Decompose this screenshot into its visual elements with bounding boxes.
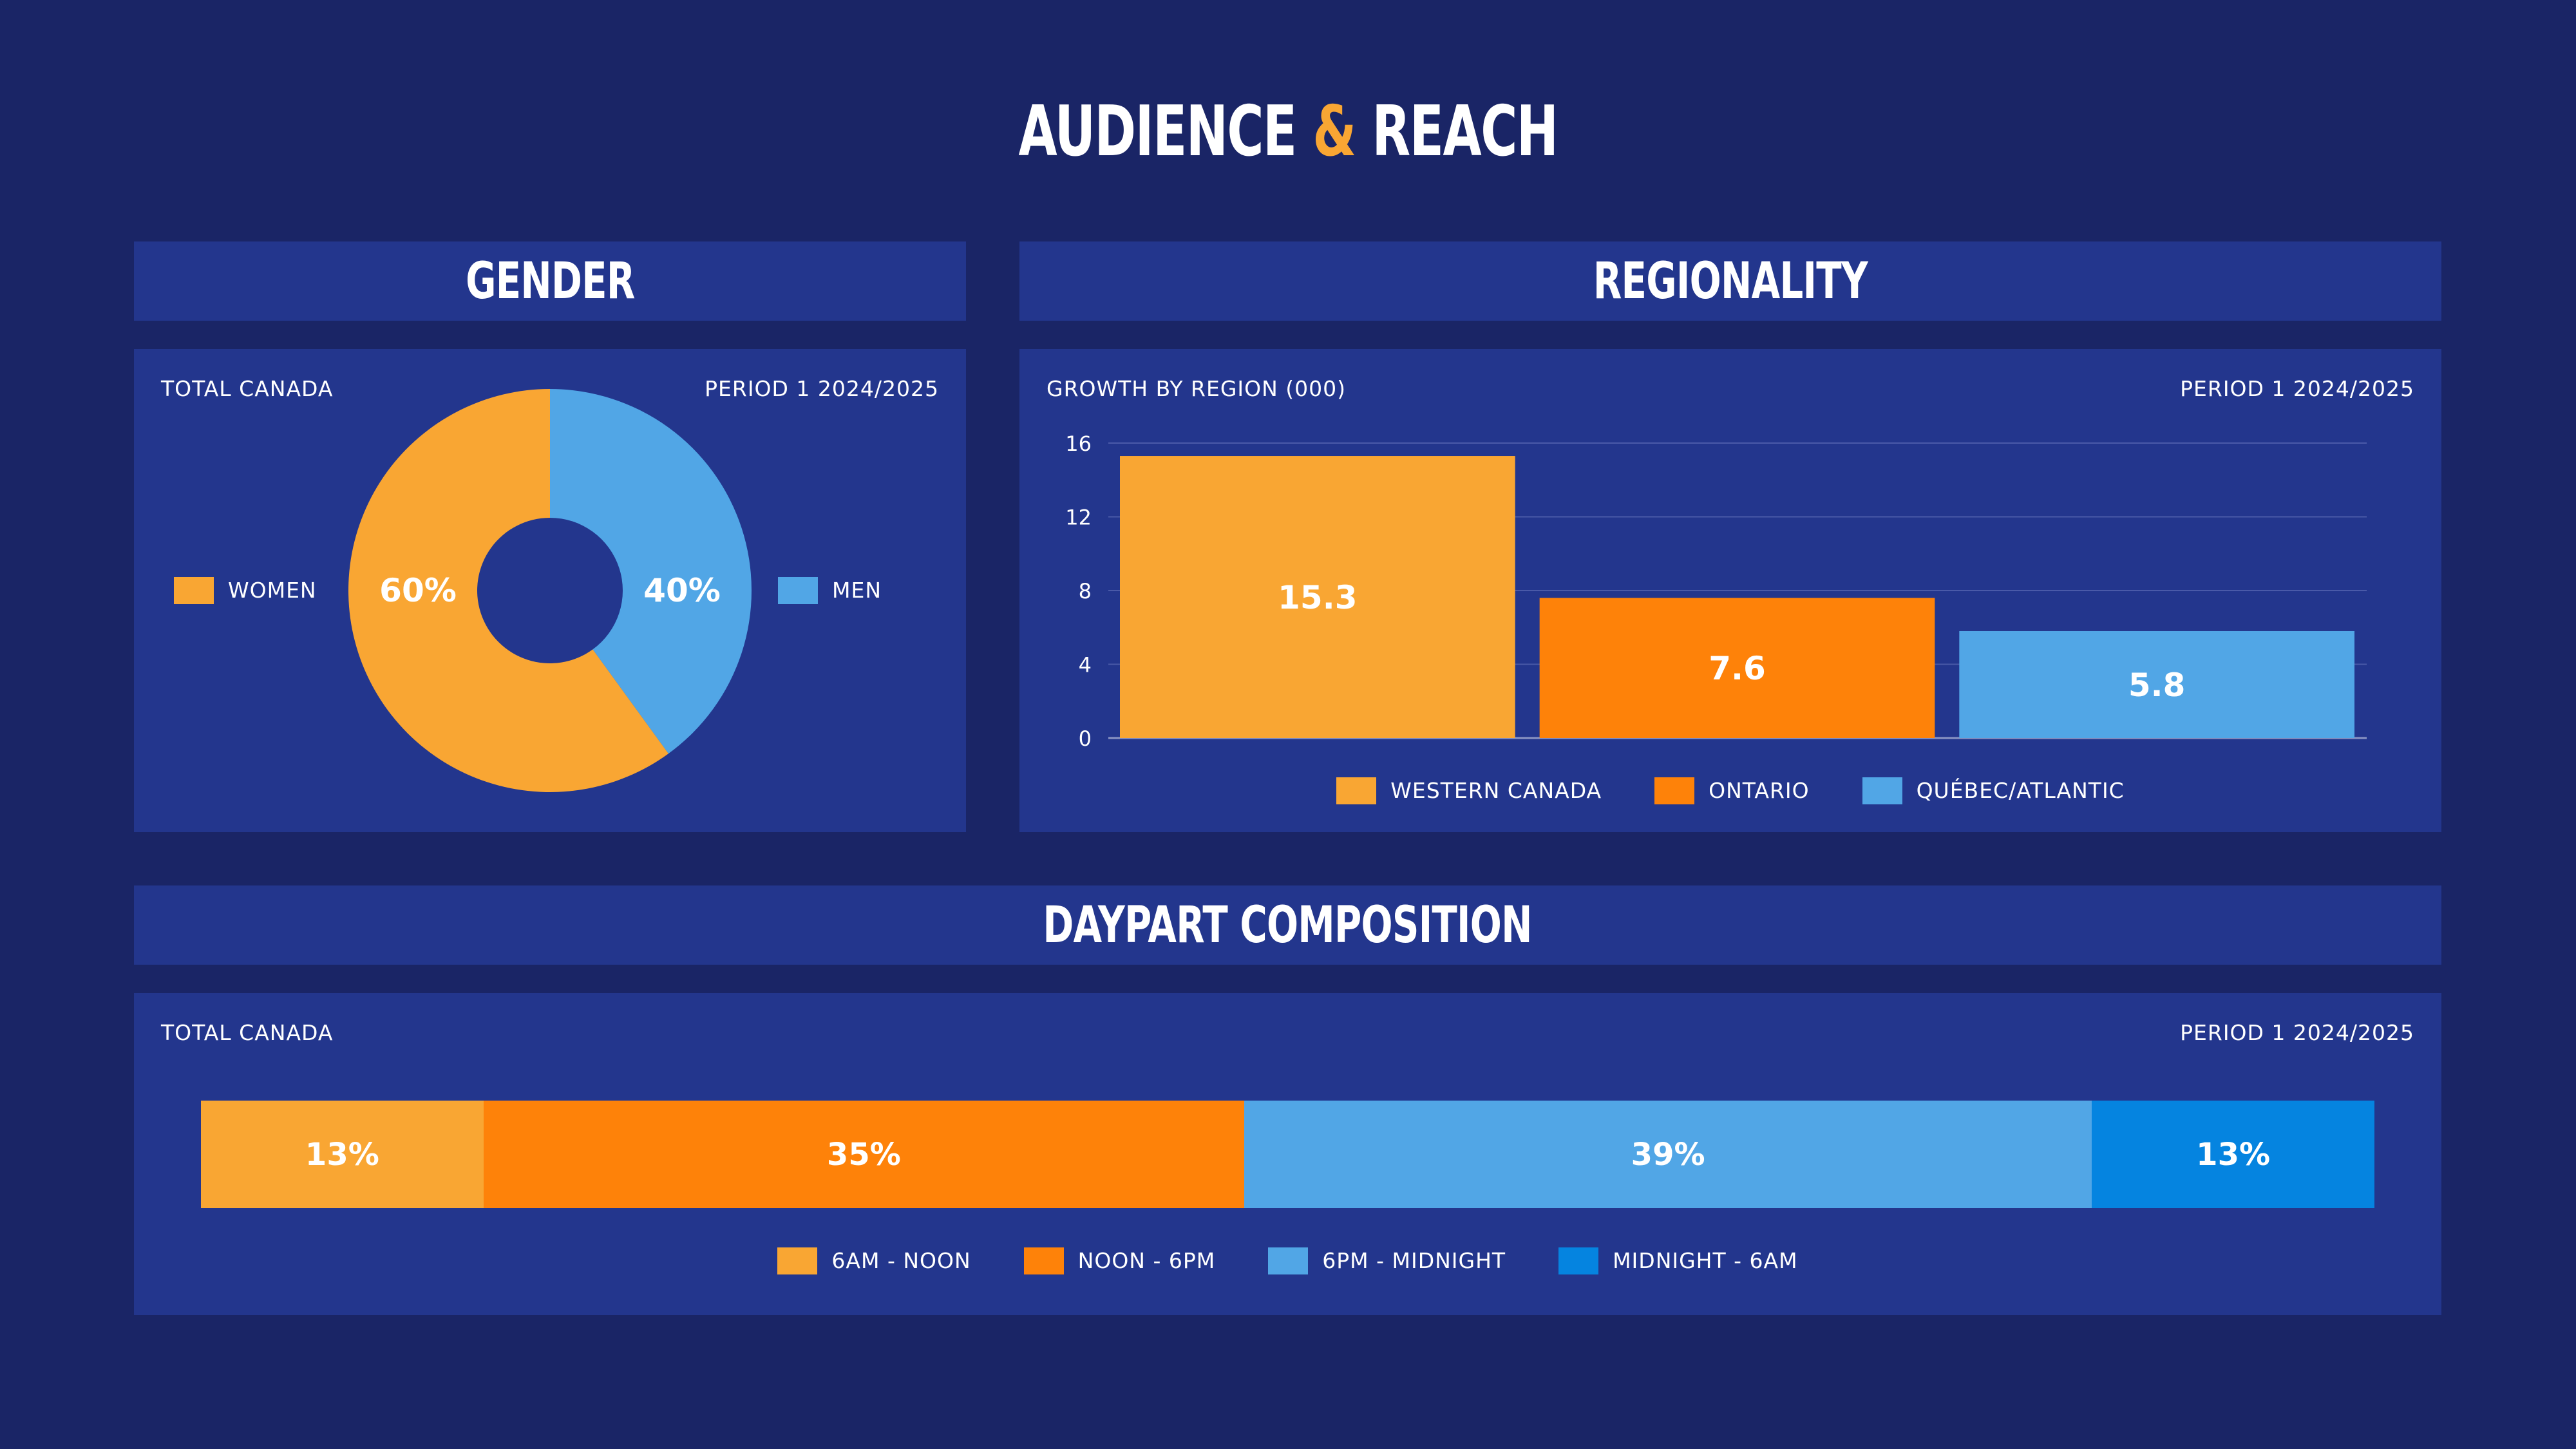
regionality-metric-label: GROWTH BY REGION (000)	[1046, 376, 1347, 401]
daypart-legend: 6AM - NOON NOON - 6PM 6PM - MIDNIGHT MID…	[134, 1247, 2441, 1274]
y-tick-label: 4	[1079, 653, 1092, 677]
donut-label-women: 60%	[379, 572, 457, 609]
y-tick-label: 16	[1065, 431, 1092, 456]
daypart-header-label: DAYPART COMPOSITION	[1043, 896, 1533, 954]
title-part2: REACH	[1372, 91, 1558, 172]
bar-western-canada	[1120, 456, 1515, 738]
page-title: AUDIENCE & REACH	[361, 84, 2215, 180]
legend-item-quebec-atlantic: QUÉBEC/ATLANTIC	[1862, 777, 2125, 804]
bar-value-label-quebec-atlantic: 5.8	[2128, 667, 2186, 704]
regionality-legend: WESTERN CANADA ONTARIO QUÉBEC/ATLANTIC	[1019, 777, 2441, 804]
legend-swatch-noon-6pm	[1023, 1247, 1064, 1274]
daypart-segment-label-noon-6pm: 35%	[826, 1136, 901, 1173]
legend-swatch-6pm-midnight	[1268, 1247, 1309, 1274]
legend-item-women: WOMEN	[174, 577, 317, 604]
y-tick-label: 8	[1079, 579, 1092, 603]
legend-swatch-midnight-6am	[1558, 1247, 1599, 1274]
legend-swatch-ontario	[1654, 777, 1695, 804]
legend-label-6pm-midnight: 6PM - MIDNIGHT	[1322, 1248, 1506, 1273]
legend-label-quebec-atlantic: QUÉBEC/ATLANTIC	[1916, 778, 2125, 803]
daypart-stacked-bar: 13% 35% 39% 13%	[201, 1101, 2374, 1208]
daypart-segment-midnight-6am: 13%	[2092, 1101, 2374, 1208]
daypart-period-label: PERIOD 1 2024/2025	[2180, 1020, 2414, 1045]
donut-slice-men	[550, 389, 752, 754]
legend-swatch-6am-noon	[777, 1247, 818, 1274]
gender-header: GENDER	[134, 242, 966, 321]
legend-swatch-quebec-atlantic	[1862, 777, 1902, 804]
title-part1: AUDIENCE	[1018, 91, 1297, 172]
legend-swatch-western-canada	[1336, 777, 1377, 804]
daypart-segment-label-6am-noon: 13%	[305, 1136, 379, 1173]
regionality-header: REGIONALITY	[1019, 242, 2441, 321]
legend-item-midnight-6am: MIDNIGHT - 6AM	[1558, 1247, 1798, 1274]
bar-ontario	[1539, 598, 1935, 738]
legend-label-ontario: ONTARIO	[1709, 778, 1810, 803]
legend-label-men: MEN	[832, 578, 882, 603]
daypart-header: DAYPART COMPOSITION	[134, 886, 2441, 965]
legend-label-6am-noon: 6AM - NOON	[831, 1248, 971, 1273]
daypart-segment-label-midnight-6am: 13%	[2196, 1136, 2271, 1173]
legend-label-noon-6pm: NOON - 6PM	[1077, 1248, 1216, 1273]
legend-swatch-men	[778, 577, 818, 604]
gender-donut-chart: 40% 60%	[348, 389, 752, 792]
daypart-segment-6pm-midnight: 39%	[1244, 1101, 2092, 1208]
legend-label-women: WOMEN	[228, 578, 317, 603]
legend-item-ontario: ONTARIO	[1654, 777, 1809, 804]
daypart-segment-label-6pm-midnight: 39%	[1631, 1136, 1705, 1173]
regionality-panel: GROWTH BY REGION (000) PERIOD 1 2024/202…	[1019, 349, 2441, 832]
donut-slice-women	[348, 389, 668, 792]
y-tick-label: 0	[1079, 726, 1092, 751]
legend-swatch-women	[174, 577, 214, 604]
regionality-header-label: REGIONALITY	[1593, 252, 1868, 310]
legend-item-men: MEN	[778, 577, 882, 604]
daypart-segment-noon-6pm: 35%	[483, 1101, 1244, 1208]
gender-scope-label: TOTAL CANADA	[161, 376, 334, 401]
legend-label-midnight-6am: MIDNIGHT - 6AM	[1613, 1248, 1798, 1273]
bar-value-label-western-canada: 15.3	[1278, 579, 1357, 616]
bar-quebec-atlantic	[1959, 630, 2354, 738]
daypart-panel: TOTAL CANADA PERIOD 1 2024/2025 13% 35% 39…	[134, 993, 2441, 1315]
regionality-bar-chart: 0 4 8 12 16 15.3 7.6 5.8	[1065, 431, 2367, 751]
regionality-period-label: PERIOD 1 2024/2025	[2180, 376, 2414, 401]
daypart-segment-6am-noon: 13%	[201, 1101, 484, 1208]
legend-item-western-canada: WESTERN CANADA	[1336, 777, 1602, 804]
bar-value-label-ontario: 7.6	[1709, 650, 1766, 687]
donut-label-men: 40%	[643, 572, 721, 609]
legend-label-western-canada: WESTERN CANADA	[1390, 778, 1602, 803]
y-tick-label: 12	[1065, 506, 1092, 530]
legend-item-6pm-midnight: 6PM - MIDNIGHT	[1268, 1247, 1506, 1274]
legend-item-noon-6pm: NOON - 6PM	[1023, 1247, 1216, 1274]
gender-header-label: GENDER	[465, 252, 635, 310]
gender-panel: TOTAL CANADA PERIOD 1 2024/2025 WOMEN ME…	[134, 349, 966, 832]
daypart-scope-label: TOTAL CANADA	[161, 1020, 334, 1045]
legend-item-6am-noon: 6AM - NOON	[777, 1247, 971, 1274]
gender-period-label: PERIOD 1 2024/2025	[705, 376, 939, 401]
title-ampersand: &	[1312, 91, 1356, 172]
